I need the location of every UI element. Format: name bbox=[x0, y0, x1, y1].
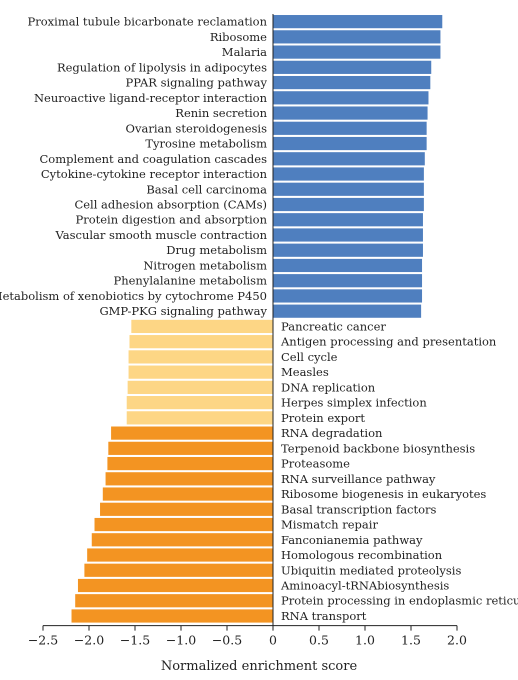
bar bbox=[273, 15, 443, 29]
bar bbox=[77, 578, 274, 593]
bar bbox=[129, 335, 273, 349]
x-tick-label: −0.5 bbox=[212, 633, 242, 648]
category-label: Terpenoid backbone biosynthesis bbox=[281, 441, 475, 455]
x-tick-label: −2.0 bbox=[74, 633, 104, 648]
bar bbox=[273, 274, 423, 288]
category-label: Regulation of lipolysis in adipocytes bbox=[57, 60, 267, 74]
bar bbox=[94, 517, 274, 532]
bar bbox=[273, 136, 427, 151]
category-label: Protein processing in endoplasmic reticu… bbox=[281, 594, 518, 608]
category-label: Tyrosine metabolism bbox=[145, 137, 267, 151]
bar bbox=[273, 213, 423, 227]
bar bbox=[273, 121, 427, 135]
bar bbox=[273, 30, 441, 44]
bar bbox=[108, 441, 273, 455]
bar bbox=[126, 396, 273, 410]
category-label: Vascular smooth muscle contraction bbox=[55, 228, 268, 242]
category-label: Renin secretion bbox=[175, 106, 267, 120]
bar bbox=[273, 243, 423, 257]
bar bbox=[91, 533, 273, 547]
bar bbox=[273, 152, 425, 166]
bar bbox=[87, 548, 273, 562]
bar bbox=[273, 60, 432, 74]
category-label: Metabolism of xenobiotics by cytochrome … bbox=[0, 289, 267, 303]
category-label: Pancreatic cancer bbox=[281, 319, 386, 333]
category-label: Mismatch repair bbox=[281, 518, 378, 532]
category-label: Fanconianemia pathway bbox=[281, 533, 423, 547]
category-label: Ubiquitin mediated proteolysis bbox=[281, 563, 461, 577]
category-label: Protein export bbox=[281, 411, 365, 425]
bar bbox=[273, 91, 429, 105]
category-label: Phenylalanine metabolism bbox=[113, 274, 267, 288]
category-label: Cell adhesion absorption (CAMs) bbox=[74, 198, 267, 212]
bar bbox=[102, 487, 273, 501]
category-label: Ribosome bbox=[210, 30, 267, 44]
category-label: RNA degradation bbox=[281, 426, 383, 440]
x-axis: −2.5 −2.0 −1.5 −1.0 −0.5 0 0.5 1.0 1.5 2.0 bbox=[28, 14, 467, 648]
x-tick-label: 1.0 bbox=[355, 633, 375, 648]
category-label: Malaria bbox=[222, 45, 267, 59]
category-label: Protein digestion and absorption bbox=[75, 213, 267, 227]
bar bbox=[127, 380, 273, 394]
bar bbox=[273, 258, 423, 273]
bar bbox=[273, 45, 441, 59]
category-label: Proximal tubule bicarbonate reclamation bbox=[28, 15, 268, 29]
category-label: DNA replication bbox=[281, 380, 376, 394]
category-label: Aminoacyl-tRNAbiosynthesis bbox=[280, 579, 449, 593]
bar bbox=[273, 197, 424, 212]
x-tick-label: −1.0 bbox=[166, 633, 196, 648]
category-label: Ribosome biogenesis in eukaryotes bbox=[281, 487, 486, 501]
category-label: GMP-PKG signaling pathway bbox=[99, 304, 267, 318]
bar bbox=[111, 426, 273, 440]
category-label: Drug metabolism bbox=[166, 243, 267, 257]
category-label: Ovarian steroidogenesis bbox=[126, 121, 268, 135]
bar bbox=[128, 350, 273, 364]
bar bbox=[71, 609, 274, 623]
x-tick-label: 2.0 bbox=[447, 633, 467, 648]
bar bbox=[100, 502, 273, 516]
category-label: Basal transcription factors bbox=[281, 502, 437, 516]
bar bbox=[273, 167, 424, 181]
bar bbox=[273, 228, 423, 242]
category-label: Proteasome bbox=[281, 457, 350, 471]
category-label: Neuroactive ligand-receptor interaction bbox=[34, 91, 268, 105]
category-label: Herpes simplex infection bbox=[281, 396, 427, 410]
bars-group bbox=[71, 15, 443, 623]
x-tick-label: 0.5 bbox=[309, 633, 329, 648]
category-label: Cytokine-cytokine receptor interaction bbox=[41, 167, 268, 181]
category-labels-group: Proximal tubule bicarbonate reclamationR… bbox=[0, 15, 518, 623]
x-axis-title: Normalized enrichment score bbox=[161, 659, 358, 674]
category-label: Cell cycle bbox=[281, 350, 338, 364]
bar bbox=[273, 304, 422, 318]
bar bbox=[128, 365, 273, 379]
bar bbox=[107, 456, 274, 471]
bar bbox=[131, 319, 273, 334]
bar bbox=[126, 411, 273, 425]
bar bbox=[273, 289, 423, 303]
category-label: Antigen processing and presentation bbox=[280, 335, 497, 349]
bar bbox=[273, 75, 431, 90]
x-tick-label: −1.5 bbox=[120, 633, 150, 648]
bar bbox=[75, 594, 273, 608]
x-tick-label: 1.5 bbox=[401, 633, 421, 648]
bar bbox=[84, 563, 274, 577]
category-label: RNA transport bbox=[281, 609, 367, 623]
category-label: RNA surveillance pathway bbox=[281, 472, 436, 486]
bar bbox=[105, 472, 273, 486]
category-label: Basal cell carcinoma bbox=[146, 182, 267, 196]
x-tick-label: 0 bbox=[269, 633, 277, 648]
category-label: Complement and coagulation cascades bbox=[39, 152, 267, 166]
bar bbox=[273, 182, 424, 196]
category-label: Nitrogen metabolism bbox=[143, 258, 267, 272]
x-tick-label: −2.5 bbox=[28, 633, 58, 648]
category-label: Measles bbox=[281, 365, 329, 379]
bar bbox=[273, 106, 428, 120]
category-label: Homologous recombination bbox=[281, 548, 443, 562]
category-label: PPAR signaling pathway bbox=[126, 76, 268, 90]
